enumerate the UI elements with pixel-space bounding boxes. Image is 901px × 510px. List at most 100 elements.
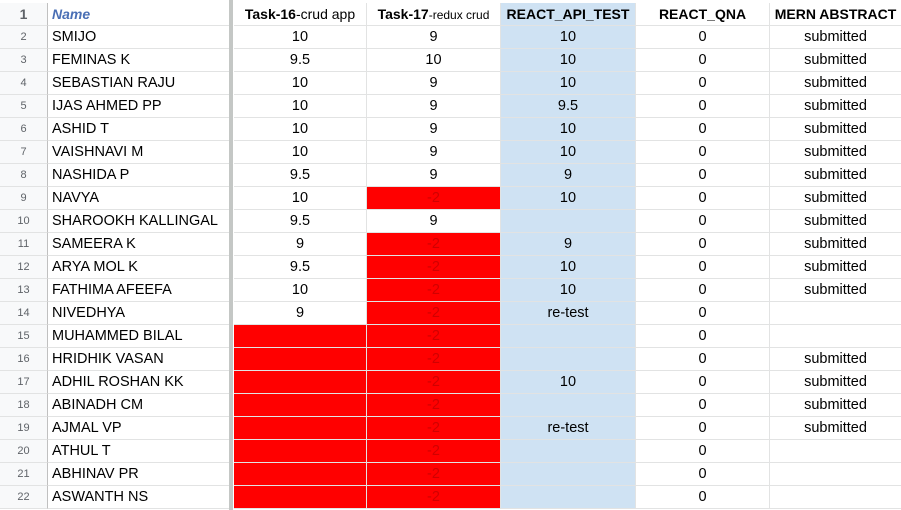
api-test-cell[interactable]: 10	[501, 371, 636, 394]
api-test-cell[interactable]: 9	[501, 233, 636, 256]
student-name-cell[interactable]: ADHIL ROSHAN KK	[48, 371, 233, 394]
task16-score-cell[interactable]	[234, 325, 367, 348]
task17-score-cell[interactable]: 10	[367, 49, 501, 72]
row-number[interactable]: 3	[0, 49, 48, 72]
student-name-cell[interactable]: NAVYA	[48, 187, 233, 210]
api-test-cell[interactable]	[501, 325, 636, 348]
api-test-cell[interactable]: 10	[501, 49, 636, 72]
task17-score-cell[interactable]: -2	[367, 394, 501, 417]
task17-score-cell[interactable]: 9	[367, 72, 501, 95]
row-number[interactable]: 15	[0, 325, 48, 348]
column-header-qna[interactable]: REACT_QNA	[636, 3, 770, 26]
task16-score-cell[interactable]	[234, 417, 367, 440]
mern-abstract-cell[interactable]	[770, 325, 901, 348]
qna-score-cell[interactable]: 0	[636, 463, 770, 486]
row-number[interactable]: 9	[0, 187, 48, 210]
qna-score-cell[interactable]: 0	[636, 233, 770, 256]
task16-score-cell[interactable]: 10	[234, 72, 367, 95]
task17-score-cell[interactable]: -2	[367, 279, 501, 302]
student-name-cell[interactable]: ABHINAV PR	[48, 463, 233, 486]
api-test-cell[interactable]: 9	[501, 164, 636, 187]
task16-score-cell[interactable]: 10	[234, 95, 367, 118]
qna-score-cell[interactable]: 0	[636, 164, 770, 187]
mern-abstract-cell[interactable]: submitted	[770, 394, 901, 417]
column-header-api-test[interactable]: REACT_API_TEST	[501, 3, 636, 26]
row-number[interactable]: 2	[0, 26, 48, 49]
task16-score-cell[interactable]: 9	[234, 302, 367, 325]
api-test-cell[interactable]	[501, 463, 636, 486]
task16-score-cell[interactable]: 10	[234, 118, 367, 141]
qna-score-cell[interactable]: 0	[636, 371, 770, 394]
task17-score-cell[interactable]: 9	[367, 164, 501, 187]
task17-score-cell[interactable]: 9	[367, 141, 501, 164]
row-number[interactable]: 6	[0, 118, 48, 141]
qna-score-cell[interactable]: 0	[636, 325, 770, 348]
student-name-cell[interactable]: NIVEDHYA	[48, 302, 233, 325]
row-number[interactable]: 16	[0, 348, 48, 371]
student-name-cell[interactable]: NASHIDA P	[48, 164, 233, 187]
task17-score-cell[interactable]: -2	[367, 302, 501, 325]
task17-score-cell[interactable]: -2	[367, 463, 501, 486]
student-name-cell[interactable]: IJAS AHMED PP	[48, 95, 233, 118]
mern-abstract-cell[interactable]	[770, 302, 901, 325]
row-number[interactable]: 1	[0, 3, 48, 26]
qna-score-cell[interactable]: 0	[636, 210, 770, 233]
task16-score-cell[interactable]: 10	[234, 141, 367, 164]
task17-score-cell[interactable]: 9	[367, 210, 501, 233]
column-header-task16[interactable]: Task-16-crud app	[234, 3, 367, 26]
task16-score-cell[interactable]: 10	[234, 26, 367, 49]
api-test-cell[interactable]: 10	[501, 187, 636, 210]
task16-score-cell[interactable]: 9.5	[234, 210, 367, 233]
mern-abstract-cell[interactable]: submitted	[770, 256, 901, 279]
api-test-cell[interactable]: re-test	[501, 302, 636, 325]
row-number[interactable]: 13	[0, 279, 48, 302]
row-number[interactable]: 12	[0, 256, 48, 279]
task17-score-cell[interactable]: -2	[367, 187, 501, 210]
mern-abstract-cell[interactable]: submitted	[770, 187, 901, 210]
row-number[interactable]: 19	[0, 417, 48, 440]
row-number[interactable]: 14	[0, 302, 48, 325]
student-name-cell[interactable]: VAISHNAVI M	[48, 141, 233, 164]
task17-score-cell[interactable]: -2	[367, 486, 501, 509]
qna-score-cell[interactable]: 0	[636, 394, 770, 417]
student-name-cell[interactable]: ATHUL T	[48, 440, 233, 463]
mern-abstract-cell[interactable]	[770, 463, 901, 486]
api-test-cell[interactable]: 10	[501, 141, 636, 164]
row-number[interactable]: 20	[0, 440, 48, 463]
student-name-cell[interactable]: SMIJO	[48, 26, 233, 49]
student-name-cell[interactable]: ASHID T	[48, 118, 233, 141]
row-number[interactable]: 8	[0, 164, 48, 187]
task16-score-cell[interactable]: 9	[234, 233, 367, 256]
mern-abstract-cell[interactable]: submitted	[770, 26, 901, 49]
api-test-cell[interactable]	[501, 348, 636, 371]
task16-score-cell[interactable]	[234, 440, 367, 463]
task16-score-cell[interactable]	[234, 371, 367, 394]
student-name-cell[interactable]: HRIDHIK VASAN	[48, 348, 233, 371]
row-number[interactable]: 17	[0, 371, 48, 394]
student-name-cell[interactable]: SHAROOKH KALLINGAL	[48, 210, 233, 233]
task16-score-cell[interactable]: 9.5	[234, 49, 367, 72]
mern-abstract-cell[interactable]: submitted	[770, 371, 901, 394]
api-test-cell[interactable]: 9.5	[501, 95, 636, 118]
row-number[interactable]: 10	[0, 210, 48, 233]
mern-abstract-cell[interactable]: submitted	[770, 141, 901, 164]
column-header-mern-abstract[interactable]: MERN ABSTRACT	[770, 3, 901, 26]
qna-score-cell[interactable]: 0	[636, 348, 770, 371]
task17-score-cell[interactable]: -2	[367, 325, 501, 348]
qna-score-cell[interactable]: 0	[636, 486, 770, 509]
qna-score-cell[interactable]: 0	[636, 302, 770, 325]
row-number[interactable]: 22	[0, 486, 48, 509]
row-number[interactable]: 11	[0, 233, 48, 256]
api-test-cell[interactable]	[501, 440, 636, 463]
api-test-cell[interactable]: re-test	[501, 417, 636, 440]
student-name-cell[interactable]: ARYA MOL K	[48, 256, 233, 279]
row-number[interactable]: 18	[0, 394, 48, 417]
mern-abstract-cell[interactable]: submitted	[770, 417, 901, 440]
qna-score-cell[interactable]: 0	[636, 49, 770, 72]
mern-abstract-cell[interactable]: submitted	[770, 72, 901, 95]
task16-score-cell[interactable]	[234, 486, 367, 509]
api-test-cell[interactable]: 10	[501, 279, 636, 302]
task17-score-cell[interactable]: 9	[367, 26, 501, 49]
task16-score-cell[interactable]: 9.5	[234, 256, 367, 279]
mern-abstract-cell[interactable]: submitted	[770, 210, 901, 233]
